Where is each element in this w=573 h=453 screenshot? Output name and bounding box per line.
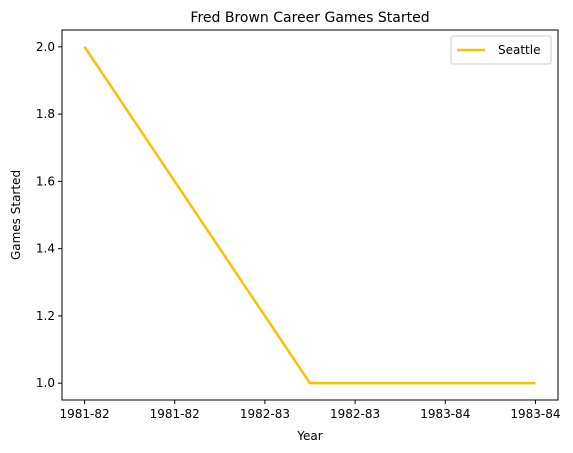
x-axis: 1981-82 1981-82 1982-83 1982-83 1983-84 1983-… xyxy=(59,400,561,421)
series-line-seattle xyxy=(83,46,536,385)
legend-box xyxy=(450,35,552,65)
x-tick-label: 1981-82 xyxy=(59,407,109,421)
x-tick-label: 1983-84 xyxy=(420,407,470,421)
legend-label-seattle: Seattle xyxy=(498,43,540,57)
y-tick-label: 1.4 xyxy=(36,242,55,256)
x-tick-label: 1982-83 xyxy=(330,407,380,421)
y-axis: 1.0 1.2 1.4 1.6 1.8 2.0 xyxy=(36,40,62,390)
y-axis-label: Games Started xyxy=(9,170,23,260)
y-tick-label: 1.0 xyxy=(36,376,55,390)
y-tick-label: 1.2 xyxy=(36,309,55,323)
legend: Seattle xyxy=(450,35,552,65)
x-tick-label: 1983-84 xyxy=(510,407,560,421)
series-layer xyxy=(83,46,536,385)
y-tick-label: 1.8 xyxy=(36,107,55,121)
y-tick-label: 2.0 xyxy=(36,40,55,54)
chart-title: Fred Brown Career Games Started xyxy=(190,10,429,26)
x-tick-label: 1981-82 xyxy=(150,407,200,421)
x-tick-label: 1982-83 xyxy=(240,407,290,421)
plot-area-frame xyxy=(61,29,559,401)
x-axis-label: Year xyxy=(296,429,322,443)
y-tick-label: 1.6 xyxy=(36,174,55,188)
